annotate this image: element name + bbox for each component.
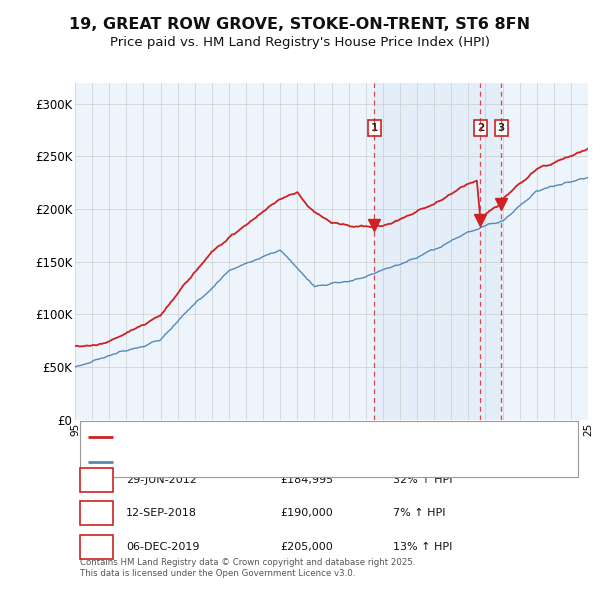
FancyBboxPatch shape <box>80 421 578 477</box>
Text: 29-JUN-2012: 29-JUN-2012 <box>127 475 197 485</box>
Text: Contains HM Land Registry data © Crown copyright and database right 2025.
This d: Contains HM Land Registry data © Crown c… <box>80 558 416 578</box>
FancyBboxPatch shape <box>80 468 113 491</box>
FancyBboxPatch shape <box>80 502 113 525</box>
FancyBboxPatch shape <box>80 535 113 559</box>
Text: Price paid vs. HM Land Registry's House Price Index (HPI): Price paid vs. HM Land Registry's House … <box>110 36 490 49</box>
Text: 7% ↑ HPI: 7% ↑ HPI <box>393 509 446 519</box>
Text: 1: 1 <box>92 473 101 486</box>
Text: 06-DEC-2019: 06-DEC-2019 <box>127 542 200 552</box>
Text: 12-SEP-2018: 12-SEP-2018 <box>127 509 197 519</box>
Text: 19, GREAT ROW GROVE, STOKE-ON-TRENT, ST6 8FN: 19, GREAT ROW GROVE, STOKE-ON-TRENT, ST6… <box>70 17 530 32</box>
Text: 32% ↑ HPI: 32% ↑ HPI <box>393 475 452 485</box>
Text: 3: 3 <box>497 123 505 133</box>
Text: £190,000: £190,000 <box>280 509 333 519</box>
Text: 2: 2 <box>477 123 484 133</box>
Text: £205,000: £205,000 <box>280 542 333 552</box>
Text: 2: 2 <box>92 507 101 520</box>
Text: 13% ↑ HPI: 13% ↑ HPI <box>393 542 452 552</box>
Text: 19, GREAT ROW GROVE, STOKE-ON-TRENT, ST6 8FN (detached house): 19, GREAT ROW GROVE, STOKE-ON-TRENT, ST6… <box>121 432 471 442</box>
Text: HPI: Average price, detached house, Stoke-on-Trent: HPI: Average price, detached house, Stok… <box>121 457 377 467</box>
Bar <box>374 83 501 419</box>
Text: 3: 3 <box>92 540 101 553</box>
Text: 1: 1 <box>371 123 378 133</box>
Text: £184,995: £184,995 <box>280 475 334 485</box>
